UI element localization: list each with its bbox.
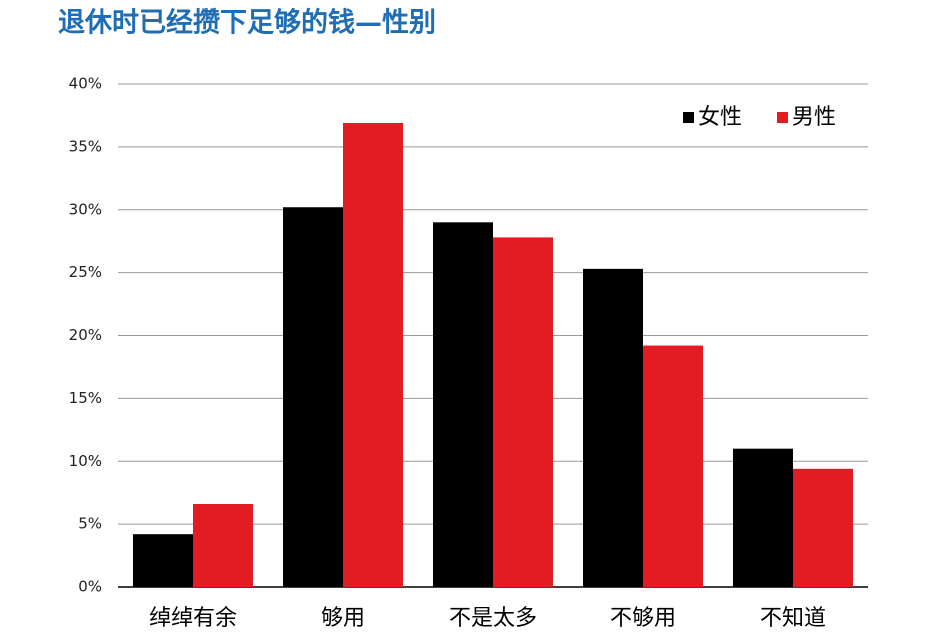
y-tick-label: 20% (69, 326, 102, 344)
bar (583, 268, 643, 587)
chart-title: 退休时已经攒下足够的钱—性别 (58, 7, 436, 39)
bar (643, 345, 703, 587)
y-tick-label: 15% (69, 389, 102, 407)
bar (433, 222, 493, 587)
legend-swatch (777, 112, 788, 123)
x-tick-label: 不是太多 (449, 606, 537, 631)
x-tick-label: 够用 (321, 606, 365, 631)
y-tick-label: 5% (78, 515, 102, 533)
y-tick-label: 40% (69, 75, 102, 93)
legend-label: 男性 (792, 105, 836, 130)
x-tick-label: 绰绰有余 (149, 606, 237, 631)
bar (493, 237, 553, 588)
bar (793, 468, 853, 587)
legend-label: 女性 (698, 105, 742, 130)
bar (193, 504, 253, 587)
legend-swatch (683, 112, 694, 123)
bar (283, 207, 343, 588)
x-tick-label: 不知道 (760, 606, 826, 631)
y-tick-label: 30% (69, 200, 102, 218)
y-tick-label: 0% (78, 578, 102, 596)
y-tick-label: 35% (69, 137, 102, 155)
bar (343, 122, 403, 588)
x-tick-label: 不够用 (610, 606, 676, 631)
y-tick-label: 10% (69, 452, 102, 470)
bar (133, 534, 193, 587)
bar (733, 448, 793, 587)
y-tick-label: 25% (69, 263, 102, 281)
